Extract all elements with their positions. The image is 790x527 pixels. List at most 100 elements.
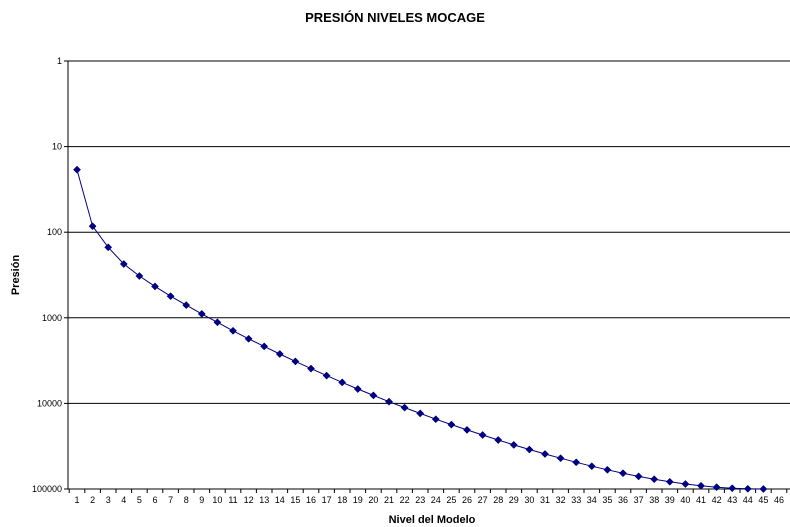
- axes: [67, 61, 790, 493]
- x-tick-label: 29: [509, 495, 519, 505]
- data-point-27: [478, 431, 487, 439]
- x-tick-label: 21: [384, 495, 394, 505]
- x-tick-label: 27: [478, 495, 488, 505]
- x-tick-label: 7: [168, 495, 173, 505]
- data-point-30: [525, 445, 534, 454]
- chart-title: PRESIÓN NIVELES MOCAGE: [305, 10, 485, 25]
- x-tick-label: 28: [493, 495, 503, 505]
- grid-lines: [64, 60, 790, 490]
- x-tick-label: 3: [106, 495, 111, 505]
- x-tick-label: 40: [680, 495, 690, 505]
- data-point-8: [182, 301, 191, 310]
- x-tick-label: 12: [244, 495, 254, 505]
- data-point-1: [73, 165, 81, 174]
- data-point-33: [572, 458, 581, 467]
- x-tick-label: 11: [228, 495, 237, 505]
- data-point-14: [275, 350, 284, 358]
- x-tick-label: 43: [727, 495, 737, 505]
- data-point-17: [322, 371, 331, 380]
- data-point-6: [151, 282, 159, 291]
- x-tick-label: 14: [275, 495, 285, 505]
- y-tick-labels: 1 10 100 1000 10000 100000: [32, 56, 62, 494]
- data-point-29: [509, 440, 518, 449]
- data-point-26: [463, 425, 471, 434]
- x-tick-label: 19: [353, 495, 363, 505]
- data-point-11: [229, 326, 237, 335]
- data-point-45: [759, 485, 768, 493]
- data-point-28: [494, 436, 503, 444]
- data-point-12: [244, 334, 253, 343]
- y-tick-label: 100000: [32, 484, 62, 494]
- x-tick-label: 33: [571, 495, 581, 505]
- y-tick-label: 1: [57, 56, 62, 66]
- data-point-44: [743, 484, 752, 493]
- x-tick-label: 23: [415, 495, 425, 505]
- x-tick-label: 31: [540, 495, 550, 505]
- data-point-35: [603, 465, 612, 474]
- data-point-20: [369, 391, 378, 400]
- data-point-37: [634, 472, 643, 481]
- data-point-15: [291, 357, 300, 366]
- data-points: [73, 165, 768, 493]
- series-line: [76, 169, 764, 490]
- data-point-18: [338, 378, 347, 387]
- x-tick-label: 24: [431, 495, 441, 505]
- x-tick-label: 22: [400, 495, 410, 505]
- x-tick-label: 10: [212, 495, 222, 505]
- x-tick-label: 35: [602, 495, 612, 505]
- data-point-25: [447, 420, 456, 429]
- data-point-38: [650, 475, 659, 484]
- data-point-4: [119, 260, 128, 268]
- x-tick-label: 17: [322, 495, 332, 505]
- data-point-43: [728, 484, 737, 493]
- data-point-21: [385, 397, 393, 406]
- x-tick-label: 2: [90, 495, 95, 505]
- data-point-24: [431, 415, 440, 424]
- x-tick-label: 8: [184, 495, 189, 505]
- data-point-7: [166, 292, 175, 301]
- data-point-10: [213, 318, 222, 327]
- y-axis-title: Presión: [10, 255, 22, 296]
- x-tick-label: 39: [665, 495, 675, 505]
- x-tick-label: 4: [121, 495, 126, 505]
- data-point-9: [197, 309, 206, 318]
- data-point-13: [260, 342, 269, 351]
- x-tick-label: 45: [758, 495, 768, 505]
- x-tick-label: 38: [649, 495, 659, 505]
- data-point-39: [665, 477, 674, 486]
- x-tick-label: 6: [152, 495, 157, 505]
- x-tick-label: 37: [634, 495, 644, 505]
- y-tick-label: 100: [47, 227, 62, 237]
- x-tick-label: 46: [774, 495, 784, 505]
- x-axis-title: Nivel del Modelo: [389, 514, 476, 526]
- x-tick-label: 16: [306, 495, 316, 505]
- x-tick-label: 9: [199, 495, 204, 505]
- y-tick-label: 1000: [42, 313, 62, 323]
- data-point-40: [681, 480, 690, 488]
- data-point-41: [697, 481, 705, 490]
- x-tick-label: 44: [743, 495, 753, 505]
- x-tick-label: 32: [556, 495, 566, 505]
- data-point-3: [104, 243, 113, 252]
- x-tick-label: 34: [587, 495, 597, 505]
- x-tick-label: 42: [712, 495, 722, 505]
- data-point-36: [619, 469, 627, 478]
- x-tick-label: 13: [259, 495, 269, 505]
- data-point-31: [541, 450, 549, 458]
- x-tick-labels: 1 2 3 4 5 6 7 8 9 10 11 12 13 14 15 16 17 18 19 20 21 22 23 24 2…: [74, 495, 784, 505]
- x-tick-label: 36: [618, 495, 628, 505]
- x-tick-label: 41: [696, 495, 706, 505]
- data-point-5: [135, 272, 144, 280]
- data-point-32: [556, 454, 565, 463]
- x-tick-label: 25: [446, 495, 456, 505]
- data-point-19: [353, 385, 362, 393]
- data-point-22: [400, 403, 409, 412]
- data-point-23: [416, 409, 425, 418]
- x-tick-label: 30: [524, 495, 534, 505]
- x-tick-label: 20: [368, 495, 378, 505]
- y-tick-label: 10000: [37, 398, 62, 408]
- x-tick-label: 18: [337, 495, 347, 505]
- data-point-16: [307, 364, 315, 373]
- data-point-2: [88, 222, 97, 231]
